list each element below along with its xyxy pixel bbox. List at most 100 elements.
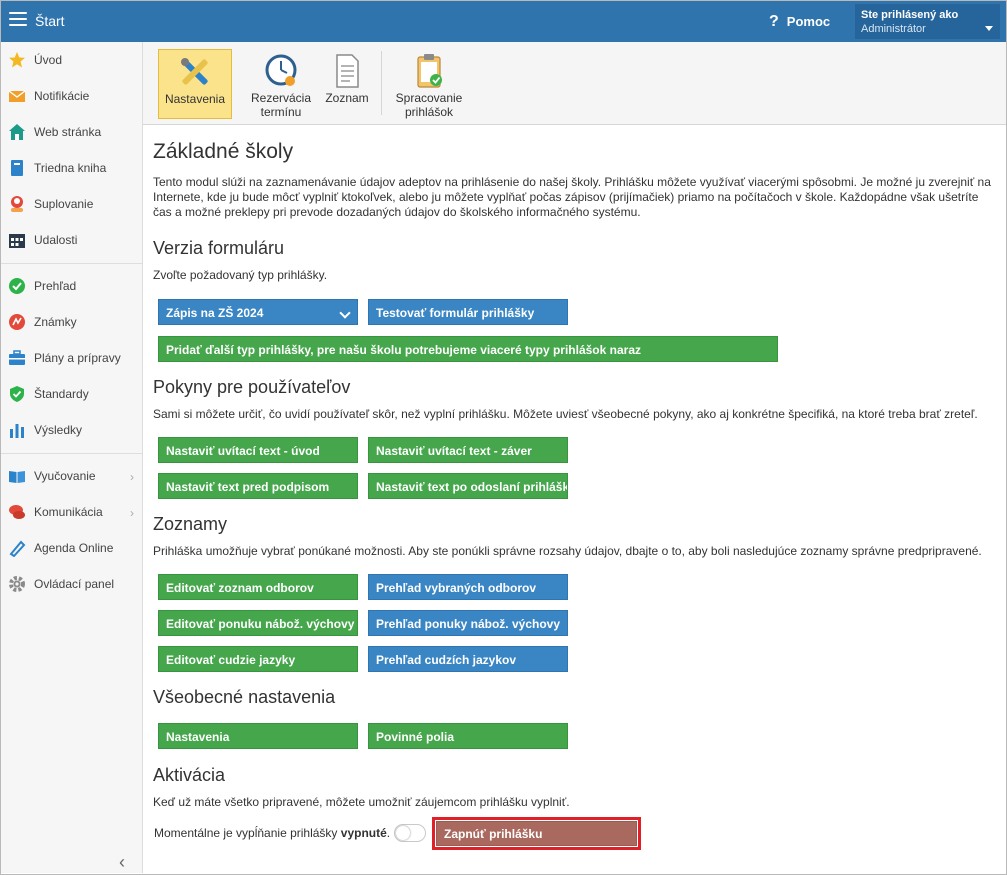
book-icon	[11, 160, 23, 176]
tool-label-line2: termínu	[260, 105, 302, 119]
user-label: Ste prihlásený ako	[861, 9, 959, 21]
clock-icon	[265, 54, 297, 86]
sidebar-item-label: Udalosti	[34, 233, 78, 247]
tool-zoznam[interactable]: Zoznam	[321, 49, 373, 117]
sidebar-item-suplovanie[interactable]: Suplovanie	[1, 186, 142, 222]
sidebar-item-label: Štandardy	[34, 387, 89, 401]
sidebar-item-web-stranka[interactable]: Web stránka	[1, 114, 142, 150]
sidebar-item-ovladaci-panel[interactable]: Ovládací panel	[1, 566, 142, 602]
hamburger-menu-icon[interactable]	[9, 12, 27, 30]
open-book-icon	[9, 471, 25, 483]
edit-languages-button[interactable]: Editovať cudzie jazyky	[158, 646, 358, 672]
view-religion-button[interactable]: Prehľad ponuky nábož. výchovy	[368, 610, 568, 636]
activation-status-prefix: Momentálne je vypĺňanie prihlášky	[154, 826, 338, 840]
sidebar-divider	[1, 263, 142, 264]
form-type-select[interactable]: Zápis na ZŠ 2024	[158, 299, 358, 325]
user-menu[interactable]: Ste prihlásený ako Administrátor	[855, 4, 1000, 39]
section-heading-lists: Zoznamy	[153, 514, 228, 534]
question-icon: ?	[769, 13, 779, 30]
document-icon	[336, 54, 359, 88]
set-signature-text-button[interactable]: Nastaviť text pred podpisom	[158, 473, 358, 499]
sidebar-item-agenda-online[interactable]: Agenda Online	[1, 530, 142, 566]
gear-icon	[9, 576, 25, 592]
sidebar-item-vysledky[interactable]: Výsledky	[1, 412, 142, 448]
view-languages-button[interactable]: Prehľad cudzích jazykov	[368, 646, 568, 672]
activation-text: Keď už máte všetko pripravené, môžete um…	[153, 795, 570, 809]
help-label: Pomoc	[786, 14, 831, 29]
tool-spracovanie-prihlasok[interactable]: Spracovanie prihlášok	[391, 49, 467, 119]
sidebar-item-label: Plány a prípravy	[34, 351, 121, 365]
edit-religion-button[interactable]: Editovať ponuku nábož. výchovy	[158, 610, 358, 636]
activation-toggle[interactable]	[394, 824, 426, 842]
sidebar-item-label: Triedna kniha	[34, 161, 107, 175]
tool-rezervacia-terminu[interactable]: Rezervácia termínu	[246, 49, 316, 119]
instructions-text: Sami si môžete určiť, čo uvidí používate…	[153, 407, 978, 421]
sidebar-item-udalosti[interactable]: Udalosti	[1, 222, 142, 258]
clipboard-icon	[417, 54, 442, 88]
tool-label: Nastavenia	[164, 92, 226, 106]
sidebar-item-label: Komunikácia	[34, 505, 103, 519]
sidebar-item-label: Web stránka	[34, 125, 102, 139]
sidebar-item-label: Známky	[34, 315, 77, 329]
view-fields-button[interactable]: Prehľad vybraných odborov	[368, 574, 568, 600]
lists-text: Prihláška umožňuje vybrať ponúkané možno…	[153, 544, 982, 558]
activation-status: Momentálne je vypĺňanie prihlášky vypnut…	[154, 826, 390, 841]
sidebar-item-komunikacia[interactable]: Komunikácia ›	[1, 494, 142, 530]
sidebar-item-label: Suplovanie	[34, 197, 94, 211]
calendar-icon	[9, 234, 25, 248]
set-after-submit-text-button[interactable]: Nastaviť text po odoslaní prihlášky	[368, 473, 568, 499]
activation-status-suffix: .	[386, 826, 391, 840]
enable-form-button[interactable]: Zapnúť prihlášku	[436, 821, 637, 846]
required-fields-button[interactable]: Povinné polia	[368, 723, 568, 749]
top-bar: Štart ? Pomoc Ste prihlásený ako Administ…	[1, 1, 1006, 42]
activation-status-value: vypnuté	[340, 826, 387, 840]
help-link[interactable]: ? Pomoc	[769, 13, 830, 31]
sidebar-item-prehlad[interactable]: Prehľad	[1, 268, 142, 304]
check-circle-icon	[9, 278, 25, 294]
sidebar-item-uvod[interactable]: Úvod	[1, 42, 142, 78]
tools-icon	[181, 58, 208, 85]
toggle-knob	[396, 826, 410, 840]
chat-icon	[9, 505, 25, 519]
sidebar-item-plany[interactable]: Plány a prípravy	[1, 340, 142, 376]
set-welcome-outro-button[interactable]: Nastaviť uvítací text - záver	[368, 437, 568, 463]
intro-text: Tento modul slúži na zaznamenávanie údaj…	[153, 175, 991, 219]
general-settings-button[interactable]: Nastavenia	[158, 723, 358, 749]
sidebar-item-vyucovanie[interactable]: Vyučovanie ›	[1, 458, 142, 494]
toolbar-divider	[381, 51, 382, 115]
form-type-select-value: Zápis na ZŠ 2024	[166, 306, 264, 320]
sidebar-item-notifikacie[interactable]: Notifikácie	[1, 78, 142, 114]
chevron-right-icon: ›	[130, 506, 134, 520]
briefcase-icon	[9, 350, 25, 365]
person-icon	[11, 196, 23, 212]
add-form-type-button[interactable]: Pridať ďalší typ prihlášky, pre našu ško…	[158, 336, 778, 362]
sidebar: Úvod Notifikácie Web stránka Triedna kni…	[1, 42, 143, 873]
sidebar-item-label: Prehľad	[34, 279, 77, 293]
form-version-text: Zvoľte požadovaný typ prihlášky.	[153, 268, 328, 282]
tool-nastavenia[interactable]: Nastavenia	[158, 49, 232, 119]
tool-label: Zoznam	[325, 91, 369, 105]
tool-label-line2: prihlášok	[404, 105, 454, 119]
collapse-sidebar-icon[interactable]: ‹	[119, 852, 125, 872]
sidebar-item-label: Agenda Online	[34, 541, 114, 555]
envelope-icon	[8, 90, 26, 102]
section-heading-activation: Aktivácia	[153, 765, 226, 785]
sidebar-item-standardy[interactable]: Štandardy	[1, 376, 142, 412]
sidebar-item-label: Ovládací panel	[34, 577, 115, 591]
pen-icon	[9, 540, 26, 557]
grade-icon	[9, 314, 25, 330]
shield-check-icon	[10, 386, 24, 402]
tool-label-line1: Spracovanie	[395, 91, 463, 105]
sidebar-item-triedna-kniha[interactable]: Triedna kniha	[1, 150, 142, 186]
section-heading-form-version: Verzia formuláru	[153, 238, 285, 258]
set-welcome-intro-button[interactable]: Nastaviť uvítací text - úvod	[158, 437, 358, 463]
test-form-button[interactable]: Testovať formulár prihlášky	[368, 299, 568, 325]
highlight-box	[432, 817, 641, 850]
bar-chart-icon	[10, 424, 24, 438]
edit-fields-button[interactable]: Editovať zoznam odborov	[158, 574, 358, 600]
sidebar-item-znamky[interactable]: Známky	[1, 304, 142, 340]
toolbar: Nastavenia Rezervácia termínu Zoznam	[143, 42, 1006, 125]
section-heading-general: Všeobecné nastavenia	[153, 687, 336, 707]
home-icon	[9, 124, 25, 140]
section-heading-instructions: Pokyny pre používateľov	[153, 377, 351, 397]
